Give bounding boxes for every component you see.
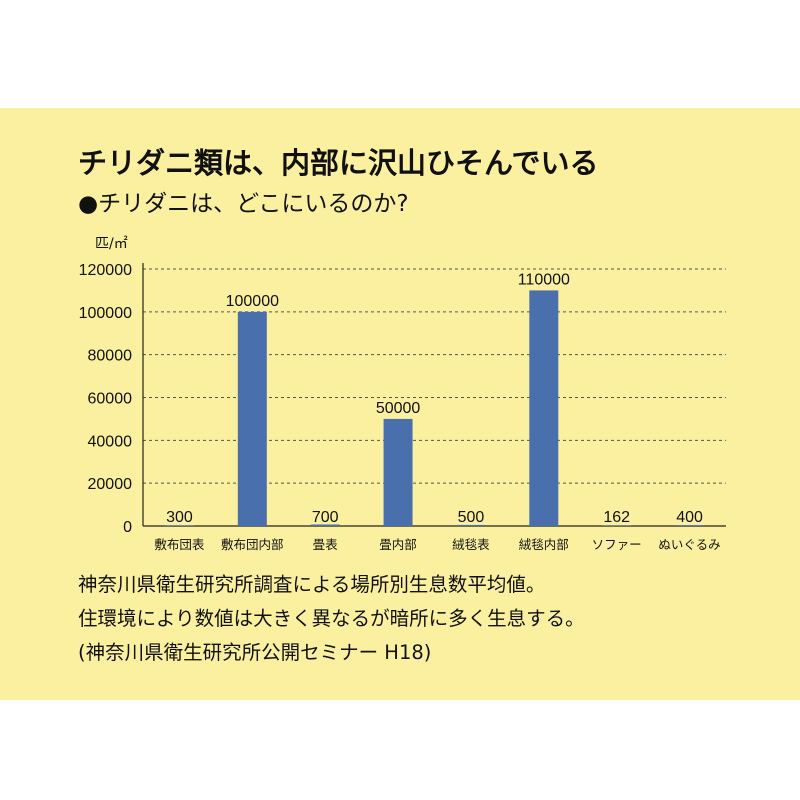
bar: [164, 525, 194, 526]
y-unit-label: 匹/㎡: [95, 236, 128, 252]
bar: [310, 524, 340, 526]
y-tick-label: 40000: [88, 433, 133, 450]
bar: [529, 290, 559, 526]
y-tick-label: 120000: [79, 262, 132, 279]
y-tick-label: 20000: [88, 476, 133, 493]
bar-value-label: 100000: [226, 293, 279, 310]
x-tick-label: ソファー: [592, 537, 642, 552]
bar-value-label: 400: [676, 509, 703, 526]
x-tick-label: ぬいぐるみ: [658, 537, 720, 552]
bar: [237, 311, 267, 526]
x-tick-label: 敷布団表: [154, 537, 205, 552]
chart-title: チリダニ類は、内部に沢山ひそんでいる: [78, 146, 599, 180]
bar-value-label: 700: [312, 509, 339, 526]
note-line-3: (神奈川県衛生研究所公開セミナー H18): [78, 641, 432, 664]
bar-value-label: 162: [603, 509, 630, 526]
note-line-1: 神奈川県衛生研究所調査による場所別生息数平均値。: [78, 573, 546, 596]
bar: [456, 524, 486, 526]
x-tick-label: 敷布団内部: [221, 537, 284, 552]
bar-value-label: 110000: [518, 271, 570, 288]
x-tick-label: 畳表: [313, 537, 339, 552]
x-tick-label: 絨毯内部: [519, 537, 569, 552]
y-tick-label: 0: [123, 519, 132, 536]
y-tick-label: 100000: [79, 305, 132, 322]
y-tick-label: 80000: [88, 348, 133, 365]
bar-value-label: 500: [458, 509, 485, 526]
bar-value-label: 300: [166, 509, 193, 526]
chart-subtitle: ●チリダニは、どこにいるのか?: [78, 191, 409, 217]
bar: [675, 525, 705, 526]
x-tick-label: 絨毯表: [452, 537, 490, 552]
y-tick-label: 60000: [88, 391, 133, 408]
background-panel: [0, 108, 800, 700]
bar: [383, 418, 413, 526]
bar-value-label: 50000: [376, 400, 421, 417]
note-line-2: 住環境により数値は大きく異なるが暗所に多く生息する。: [78, 607, 585, 630]
x-tick-label: 畳内部: [379, 537, 417, 552]
